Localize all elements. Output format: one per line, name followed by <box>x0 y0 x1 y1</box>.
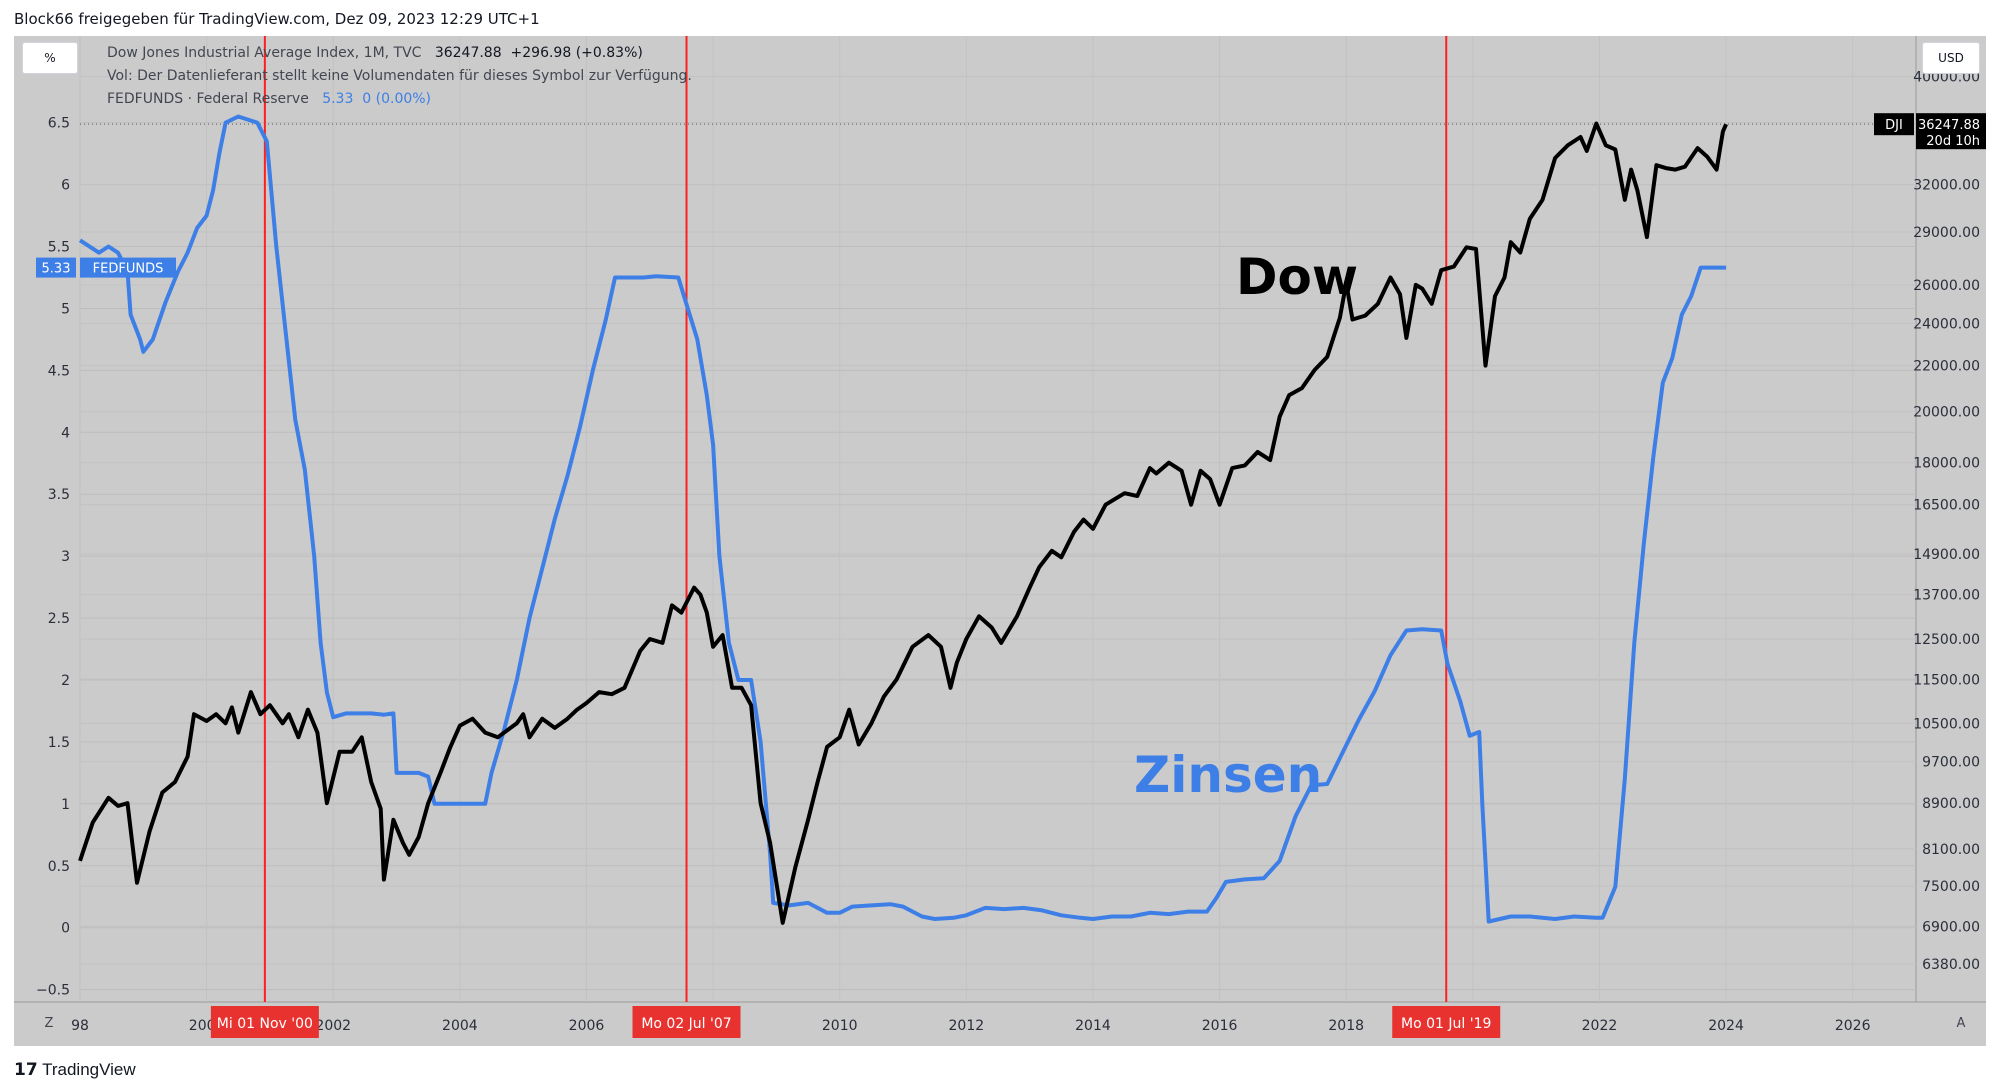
right-tick-label: 11500.00 <box>1913 672 1980 688</box>
time-axis-ticks: 9820002002200420062008201020122014201620… <box>71 1018 1871 1034</box>
tradingview-brand-text: TradingView <box>42 1060 136 1079</box>
legend-dji-value: 36247.88 <box>434 45 502 61</box>
vertical-marker-labels: Mi 01 Nov '00 Mo 02 Jul '07 Mo 01 Jul '19 <box>210 1006 1501 1038</box>
dji-value-badge <box>1916 113 1986 150</box>
time-tick-label: 98 <box>71 1018 89 1034</box>
vertical-marker-badge <box>632 1006 741 1038</box>
left-tick-label: 4.5 <box>48 363 70 379</box>
right-tick-label: 6900.00 <box>1922 919 1980 935</box>
right-tick-label: 13700.00 <box>1913 588 1980 604</box>
left-axis-ticks: 6.5 6 5.5 5 4.5 4 3.5 3 2.5 2 1.5 1 0.5 0 −0.5 <box>36 116 70 999</box>
legend-fed-value: 5.33 <box>322 91 354 107</box>
right-tick-label: 20000.00 <box>1913 405 1980 421</box>
left-tick-label: 5 <box>61 301 70 317</box>
right-tick-label: 16500.00 <box>1913 498 1980 514</box>
vertical-marker-label: Mi 01 Nov '00 <box>217 1016 313 1032</box>
time-axis-area <box>14 1002 1986 1046</box>
right-tick-label: 22000.00 <box>1913 359 1980 375</box>
legend-fed-label: FEDFUNDS · Federal Reserve <box>107 91 309 107</box>
left-tick-label: 0.5 <box>48 859 70 875</box>
right-tick-label: 6380.00 <box>1922 957 1980 973</box>
left-tick-label: 1.5 <box>48 735 70 751</box>
left-axis-area <box>14 36 80 1002</box>
left-tick-label: 3.5 <box>48 487 70 503</box>
right-tick-label: 26000.00 <box>1913 278 1980 294</box>
left-tick-label: 2.5 <box>48 611 70 627</box>
vertical-marker-badge <box>1392 1006 1501 1038</box>
auto-scale-button[interactable]: A <box>1956 1016 1966 1031</box>
time-tick-label: 2004 <box>442 1018 478 1034</box>
grid-lines <box>79 36 1916 1002</box>
left-tick-label: 2 <box>61 673 70 689</box>
right-tick-label: 9700.00 <box>1922 755 1980 771</box>
legend-dji: Dow Jones Industrial Average Index, 1M, … <box>107 45 643 61</box>
right-tick-label: 8900.00 <box>1922 796 1980 812</box>
left-tick-label: 4 <box>61 425 70 441</box>
legend-dji-label: Dow Jones Industrial Average Index, 1M, … <box>107 45 422 61</box>
left-tick-label: 0 <box>61 921 70 937</box>
right-tick-label: 32000.00 <box>1913 177 1980 193</box>
fedfunds-name-badge <box>80 257 176 278</box>
time-tick-label: 2024 <box>1708 1018 1744 1034</box>
dji-countdown-text: 20d 10h <box>1926 134 1980 149</box>
fedfunds-value-badge <box>36 257 76 278</box>
time-tick-label: 2026 <box>1835 1018 1871 1034</box>
share-header: Block66 freigegeben für TradingView.com,… <box>14 10 540 28</box>
zoom-button[interactable]: Z <box>44 1016 54 1031</box>
tradingview-logo-icon: 17 <box>14 1060 38 1080</box>
time-tick-label: 2010 <box>822 1018 858 1034</box>
right-tick-label: 12500.00 <box>1913 632 1980 648</box>
fedfunds-value-badge-text: 5.33 <box>42 262 71 277</box>
right-axis-area <box>1916 36 1986 1002</box>
left-tick-label: 1 <box>61 797 70 813</box>
legend-fedfunds: FEDFUNDS · Federal Reserve 5.33 0 (0.00%… <box>107 91 431 107</box>
left-tick-label: 3 <box>61 549 70 565</box>
right-tick-label: 8100.00 <box>1922 842 1980 858</box>
zinsen-annotation: Zinsen <box>1134 746 1322 804</box>
dji-value-badge-text: 36247.88 <box>1918 118 1980 133</box>
time-tick-label: 2006 <box>569 1018 605 1034</box>
legend-fed-change: 0 (0.00%) <box>362 91 432 107</box>
time-tick-label: 2014 <box>1075 1018 1111 1034</box>
vertical-marker-badge <box>210 1006 319 1038</box>
dji-name-badge <box>1874 113 1914 136</box>
fedfunds-name-badge-text: FEDFUNDS <box>93 262 164 277</box>
right-tick-label: 14900.00 <box>1913 547 1980 563</box>
dji-name-badge-text: DJI <box>1885 118 1903 133</box>
left-tick-label: −0.5 <box>36 983 70 999</box>
plot-area <box>80 36 1916 1002</box>
right-tick-label: 7500.00 <box>1922 879 1980 895</box>
dow-annotation: Dow <box>1236 248 1358 306</box>
legend-volume-note: Vol: Der Datenlieferant stellt keine Vol… <box>107 68 692 84</box>
left-tick-label: 5.5 <box>48 240 70 256</box>
chart-frame[interactable]: 6.5 6 5.5 5 4.5 4 3.5 3 2.5 2 1.5 1 0.5 0 −0.5 40000.0… <box>14 36 1986 1046</box>
percent-scale-button[interactable]: % <box>22 42 78 74</box>
dow-series-layer <box>78 121 1728 925</box>
time-tick-label: 2018 <box>1328 1018 1364 1034</box>
chart-svg[interactable]: 6.565.554.543.532.521.510.50−0.5 40000.0… <box>14 36 1986 1046</box>
footer-brand: 17 TradingView <box>14 1060 136 1080</box>
right-tick-label: 10500.00 <box>1913 716 1980 732</box>
time-tick-label: 2002 <box>315 1018 351 1034</box>
right-tick-label: 24000.00 <box>1913 317 1980 333</box>
right-tick-label: 18000.00 <box>1913 456 1980 472</box>
left-tick-label: 6.5 <box>48 116 70 132</box>
time-tick-label: 2022 <box>1582 1018 1618 1034</box>
dji-line <box>78 121 1728 925</box>
left-tick-label: 6 <box>61 178 70 194</box>
right-tick-label: 29000.00 <box>1913 225 1980 241</box>
time-tick-label: 2016 <box>1202 1018 1238 1034</box>
legend-volume-text: Vol: Der Datenlieferant stellt keine Vol… <box>107 68 692 84</box>
vertical-marker-label: Mo 02 Jul '07 <box>641 1016 731 1032</box>
time-tick-label: 2012 <box>949 1018 985 1034</box>
fed-series-layer <box>78 114 1727 924</box>
vertical-marker-label: Mo 01 Jul '19 <box>1401 1016 1491 1032</box>
legend-dji-change: +296.98 (+0.83%) <box>510 45 643 61</box>
fedfunds-line <box>78 114 1727 924</box>
currency-scale-button[interactable]: USD <box>1922 42 1980 74</box>
vertical-marker-lines <box>263 36 1448 1002</box>
